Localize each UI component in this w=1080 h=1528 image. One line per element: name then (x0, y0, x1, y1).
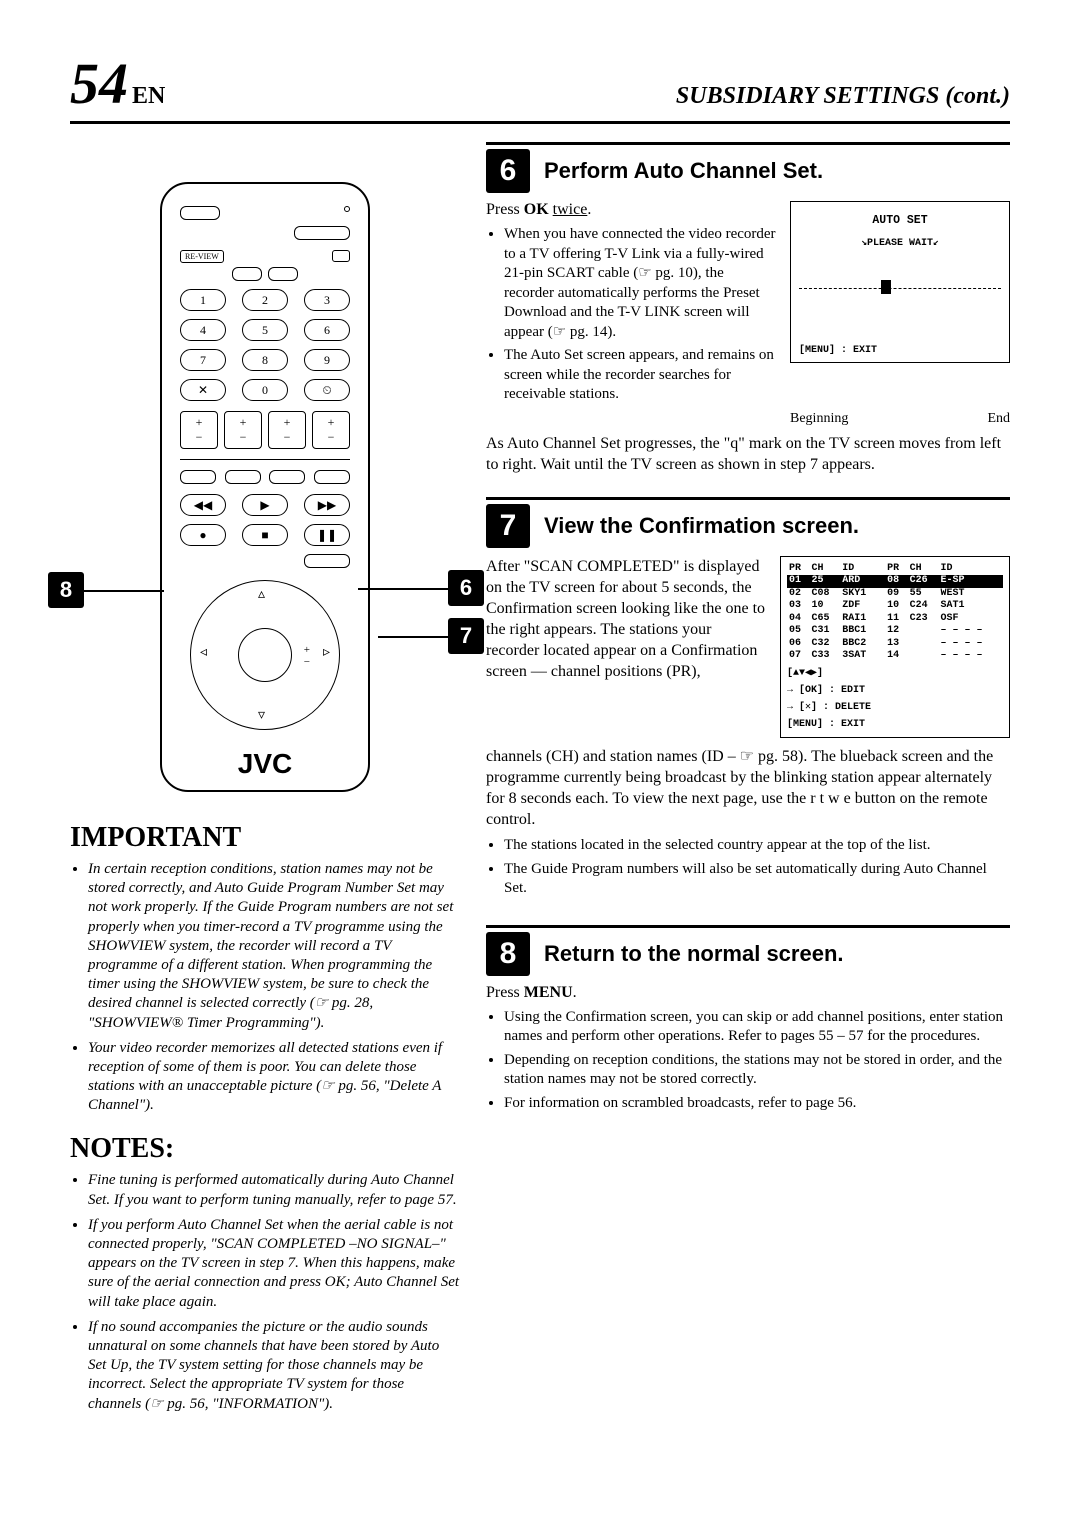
step6-num: 6 (486, 149, 530, 193)
important-heading: IMPORTANT (70, 822, 460, 854)
osd-hint-edit: → [OK] : EDIT (787, 684, 1003, 697)
ff-button: ▶▶ (304, 494, 350, 516)
dpad: ▵ ▿ ◃ ▹ +− (190, 580, 340, 730)
digit-8: 8 (242, 349, 288, 371)
play-button: ▶ (242, 494, 288, 516)
step7-bullet: The Guide Program numbers will also be s… (504, 860, 1010, 899)
stop-button: ■ (242, 524, 288, 546)
important-item: In certain reception conditions, station… (88, 860, 460, 1033)
osd-hint-arrows: [▲▼◀▶] (787, 667, 1003, 680)
notes-item: Fine tuning is performed automatically d… (88, 1171, 460, 1209)
digit-7: 7 (180, 349, 226, 371)
channel-table: PRCHIDPRCHID 0125ARD08C26E-SP 02C08SKY10… (787, 563, 1003, 663)
brand-logo: JVC (180, 748, 350, 780)
digit-cancel: ✕ (180, 379, 226, 401)
step8-head: 8 Return to the normal screen. (486, 925, 1010, 976)
notes-item: If no sound accompanies the picture or t… (88, 1318, 460, 1414)
notes-list: Fine tuning is performed automatically d… (70, 1171, 460, 1413)
step6-head: 6 Perform Auto Channel Set. (486, 142, 1010, 193)
rocker-1: +− (180, 411, 218, 449)
notes-heading: NOTES: (70, 1133, 460, 1165)
step8-title: Return to the normal screen. (544, 941, 844, 967)
rec-button: ● (180, 524, 226, 546)
osd-please-wait: ↘PLEASE WAIT↙ (797, 237, 1003, 249)
step8-num: 8 (486, 932, 530, 976)
step7-title: View the Confirmation screen. (544, 513, 859, 539)
notes-item: If you perform Auto Channel Set when the… (88, 1216, 460, 1312)
step8-bullet: Using the Confirmation screen, you can s… (504, 1008, 1010, 1047)
step7-body2: channels (CH) and station names (ID – ☞ … (486, 746, 1010, 830)
osd-autoset-title: AUTO SET (797, 214, 1003, 227)
step7-num: 7 (486, 504, 530, 548)
osd-hint-exit: [MENU] : EXIT (787, 718, 1003, 731)
step7-head: 7 View the Confirmation screen. (486, 497, 1010, 548)
rocker-4: +− (312, 411, 350, 449)
remote-illustration: RE-VIEW 123 456 789 ✕ 0 ⏲ +− +− +− +− (160, 182, 370, 792)
page-number: 54EN (70, 50, 165, 117)
page-header: 54EN SUBSIDIARY SETTINGS (cont.) (70, 50, 1010, 124)
osd-autoset: AUTO SET ↘PLEASE WAIT↙ [MENU] : EXIT (790, 201, 1010, 363)
osd-hint-delete: → [✕] : DELETE (787, 701, 1003, 714)
callout-8: 8 (48, 572, 84, 608)
osd-exit: [MENU] : EXIT (799, 345, 877, 356)
important-list: In certain reception conditions, station… (70, 860, 460, 1115)
digit-3: 3 (304, 289, 350, 311)
osd-caption: Beginning End (790, 411, 1010, 427)
digit-timer: ⏲ (304, 379, 350, 401)
step8-bullet: Depending on reception conditions, the s… (504, 1051, 1010, 1090)
step8-bullet: For information on scrambled broadcasts,… (504, 1094, 1010, 1114)
digit-6: 6 (304, 319, 350, 341)
page-num-value: 54 (70, 51, 128, 116)
review-label: RE-VIEW (180, 250, 224, 263)
digit-0: 0 (242, 379, 288, 401)
digit-5: 5 (242, 319, 288, 341)
digit-1: 1 (180, 289, 226, 311)
important-item: Your video recorder memorizes all detect… (88, 1039, 460, 1116)
digit-4: 4 (180, 319, 226, 341)
callout-7: 7 (448, 618, 484, 654)
rocker-2: +− (224, 411, 262, 449)
rocker-3: +− (268, 411, 306, 449)
ok-button (238, 628, 292, 682)
step8-press: Press MENU. (486, 984, 1010, 1002)
digit-9: 9 (304, 349, 350, 371)
section-title: SUBSIDIARY SETTINGS (cont.) (676, 83, 1010, 110)
page-lang: EN (132, 83, 165, 109)
osd-confirmation: PRCHIDPRCHID 0125ARD08C26E-SP 02C08SKY10… (780, 556, 1010, 738)
pause-button: ❚❚ (304, 524, 350, 546)
digit-2: 2 (242, 289, 288, 311)
step6-title: Perform Auto Channel Set. (544, 158, 823, 184)
rew-button: ◀◀ (180, 494, 226, 516)
step7-bullet: The stations located in the selected cou… (504, 836, 1010, 856)
callout-6: 6 (448, 570, 484, 606)
step6-after: As Auto Channel Set progresses, the "q" … (486, 433, 1010, 475)
